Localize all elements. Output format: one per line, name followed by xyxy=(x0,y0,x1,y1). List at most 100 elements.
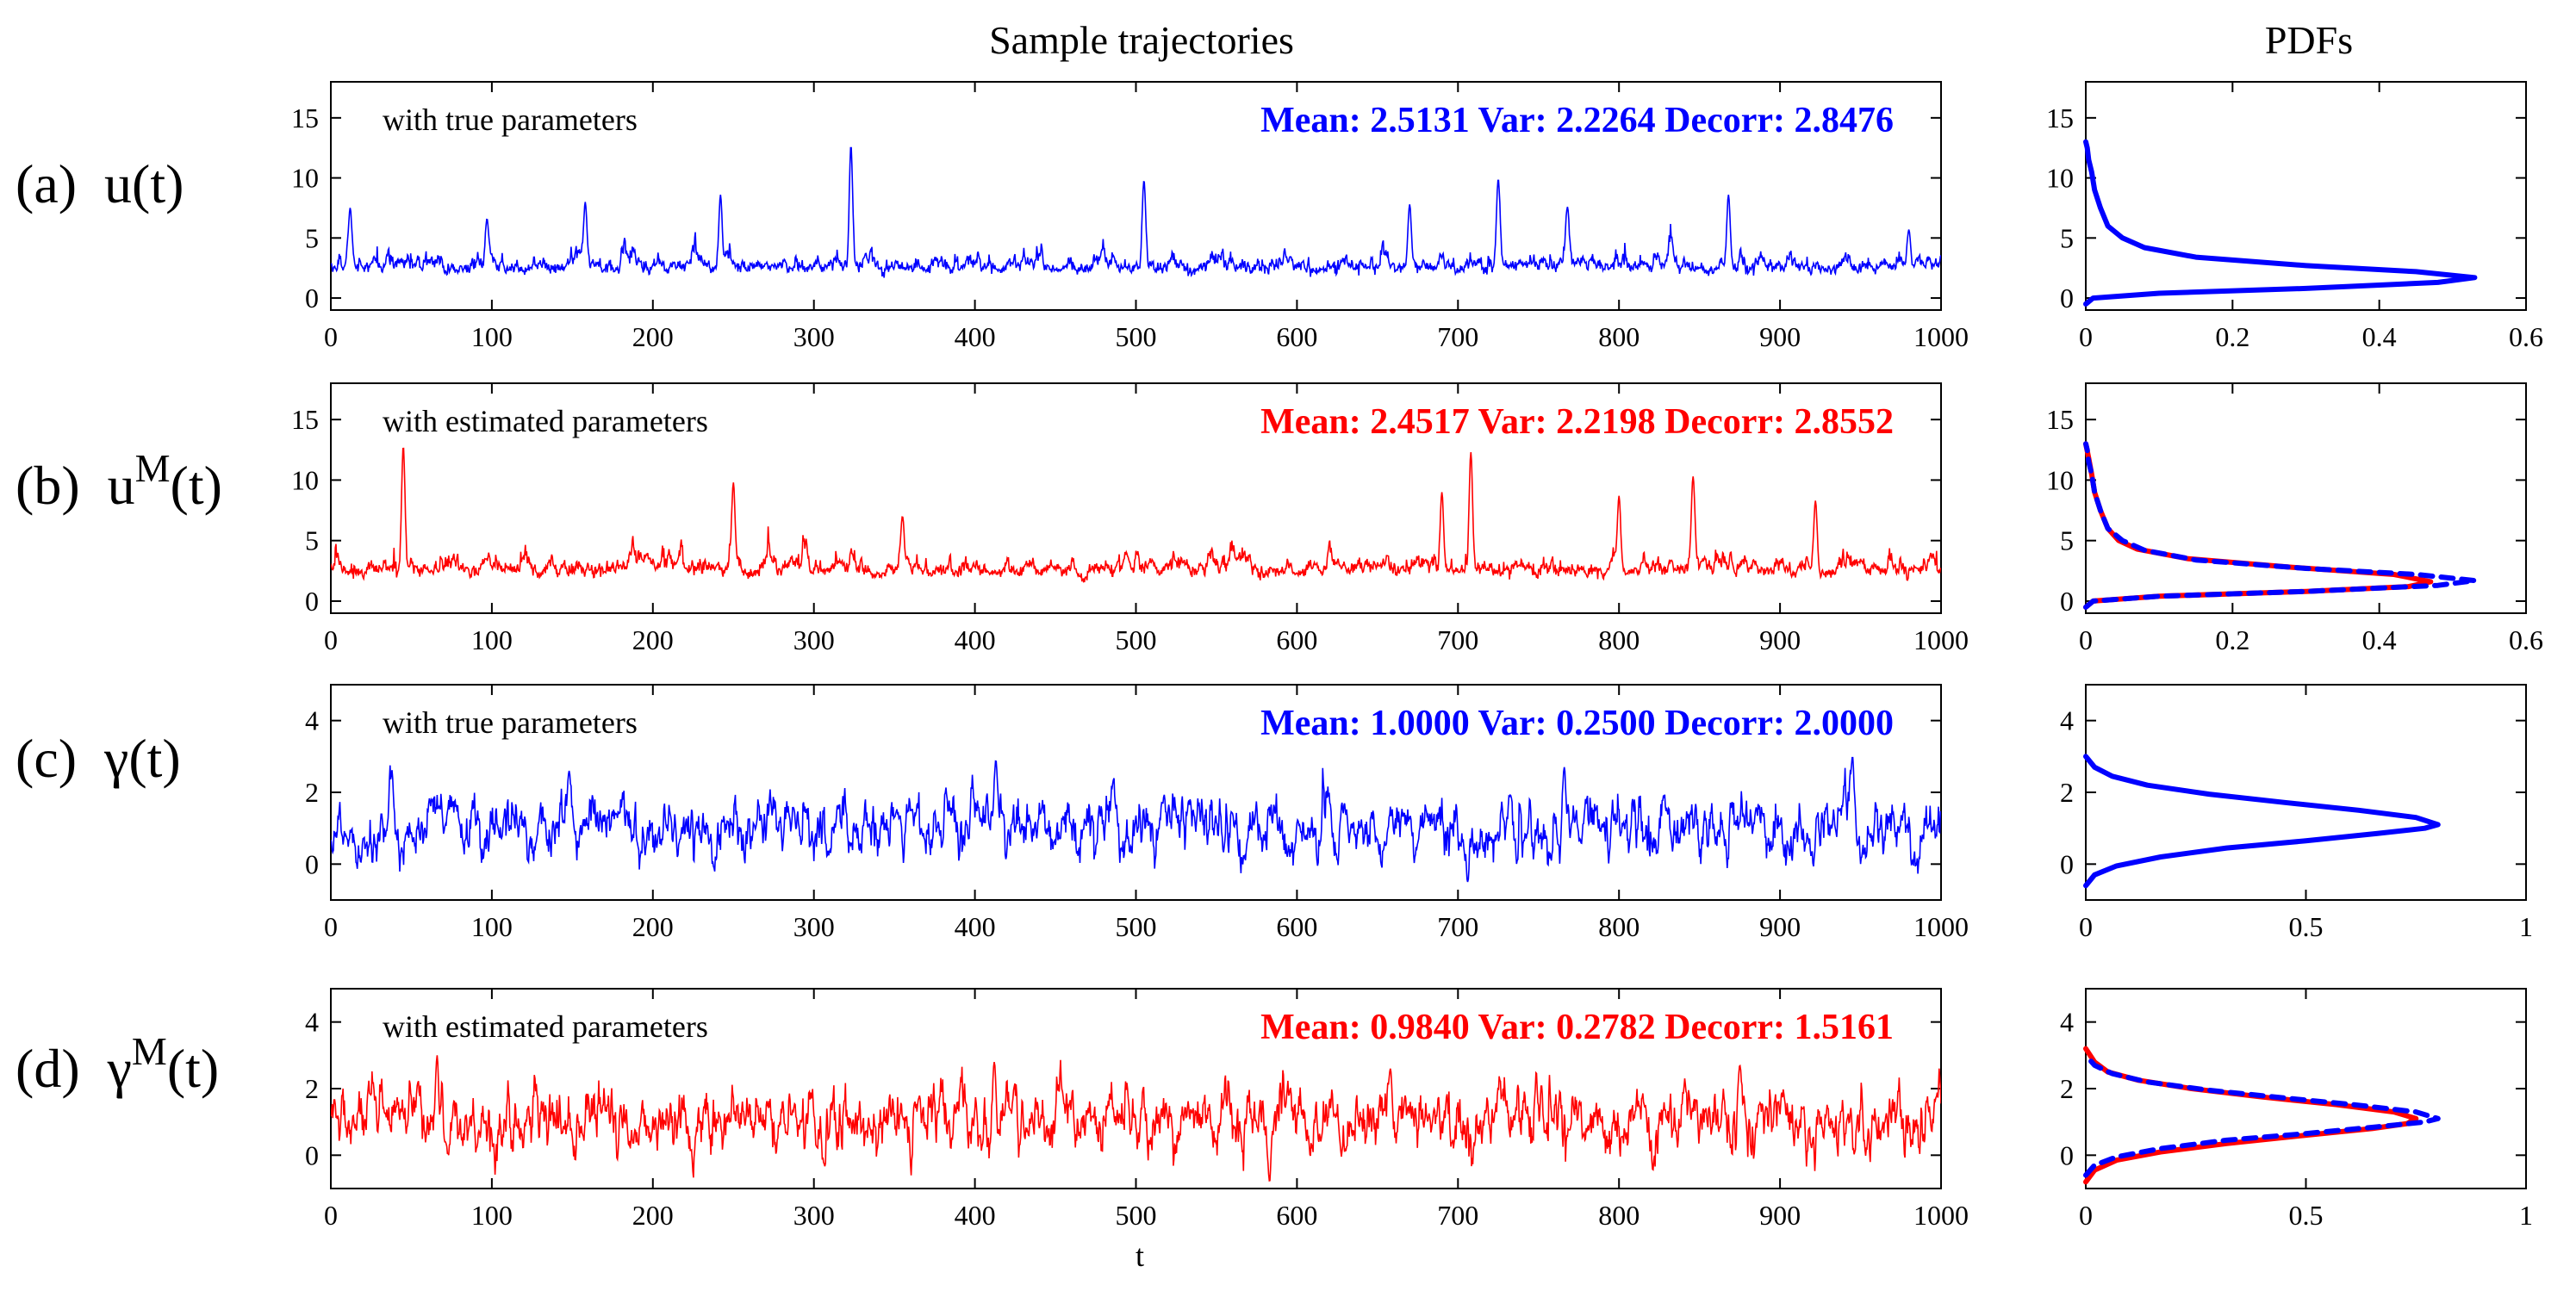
pdf-a-xtick-label: 0 xyxy=(2079,321,2093,352)
trajectory-b-ytick-label: 15 xyxy=(291,404,319,435)
pdf-b-pdf-curve xyxy=(2083,441,2434,610)
trajectory-c-xtick-label: 300 xyxy=(793,911,835,942)
trajectory-d-xtick-label: 500 xyxy=(1116,1200,1157,1231)
trajectory-b-xtick-label: 400 xyxy=(955,624,996,655)
trajectory-c-xtick-label: 800 xyxy=(1598,911,1640,942)
trajectory-c-xtick-label: 500 xyxy=(1116,911,1157,942)
trajectory-c-xtick-label: 0 xyxy=(324,911,338,942)
trajectory-c-xtick-label: 600 xyxy=(1276,911,1317,942)
trajectory-b-ytick-label: 10 xyxy=(291,464,319,495)
row-label-variable: u xyxy=(108,455,135,516)
pdf-a-ytick-label: 10 xyxy=(2046,163,2074,194)
trajectory-c-annotation: with true parameters xyxy=(383,705,638,740)
trajectory-a-ytick-label: 5 xyxy=(305,222,319,253)
pdf-d-axes: 0 0.5 1 0 2 4 xyxy=(2060,988,2533,1231)
trajectory-a-xtick-label: 0 xyxy=(324,321,338,352)
trajectory-a-series-line xyxy=(331,146,1941,278)
trajectory-d-annotation: with estimated parameters xyxy=(383,1009,708,1044)
pdf-a-pdf-curve xyxy=(2083,139,2478,307)
trajectory-b-xtick-label: 0 xyxy=(324,624,338,655)
pdf-c-xtick-label: 1 xyxy=(2519,911,2533,942)
trajectory-a-xtick-label: 800 xyxy=(1598,321,1640,352)
trajectory-b-xtick-label: 500 xyxy=(1116,624,1157,655)
pdf-c-pdf-curve xyxy=(2083,754,2441,889)
trajectory-a-xtick-label: 1000 xyxy=(1913,321,1969,352)
trajectory-a-xtick-label: 500 xyxy=(1116,321,1157,352)
trajectory-d-xtick-label: 0 xyxy=(324,1200,338,1231)
pdf-c-frame xyxy=(2085,684,2527,901)
trajectory-a-axes: 0 100 200 300 400 500 600 700 800 900 1000 0 5 10 15 xyxy=(291,81,1969,352)
trajectory-b-ytick-label: 0 xyxy=(305,586,319,617)
trajectory-d-axes: 0 100 200 300 400 500 600 700 800 900 1000 0 2 4 xyxy=(305,988,1969,1231)
row-label-variable: u xyxy=(104,153,132,214)
trajectory-d-xtick-label: 600 xyxy=(1276,1200,1317,1231)
pdf-a-ytick-label: 0 xyxy=(2060,282,2074,313)
trajectory-b-xtick-label: 900 xyxy=(1759,624,1801,655)
row-label-variable: γ xyxy=(107,1038,132,1099)
trajectory-a-stats: Mean: 2.5131 Var: 2.2264 Decorr: 2.8476 xyxy=(1260,101,1894,140)
trajectory-b-ytick-label: 5 xyxy=(305,525,319,556)
trajectory-d-ytick-label: 0 xyxy=(305,1139,319,1170)
trajectory-b-xtick-label: 700 xyxy=(1437,624,1478,655)
pdf-d-xtick-label: 1 xyxy=(2519,1200,2533,1231)
pdf-b-ytick-label: 0 xyxy=(2060,586,2074,617)
pdf-b-xtick-label: 0.4 xyxy=(2362,624,2397,655)
trajectory-c-axes: 0 100 200 300 400 500 600 700 800 900 1000 0 2 4 xyxy=(305,684,1969,942)
trajectory-d-xtick-label: 100 xyxy=(471,1200,513,1231)
pdf-b-ytick-label: 15 xyxy=(2046,404,2074,435)
trajectory-a-annotation: with true parameters xyxy=(383,102,638,137)
pdf-d-xtick-label: 0.5 xyxy=(2289,1200,2324,1231)
pdf-d-frame xyxy=(2085,988,2527,1189)
pdf-b-xtick-label: 0.2 xyxy=(2215,624,2249,655)
title-sample-trajectories: Sample trajectories xyxy=(989,18,1294,62)
row-label-superscript: M xyxy=(135,446,171,490)
pdf-b-frame xyxy=(2085,382,2527,614)
pdf-a-ytick-label: 15 xyxy=(2046,102,2074,133)
trajectory-c-ytick-label: 2 xyxy=(305,777,319,808)
trajectory-a-xtick-label: 400 xyxy=(955,321,996,352)
row-label-suffix: (t) xyxy=(171,455,222,516)
trajectory-a-xtick-label: 900 xyxy=(1759,321,1801,352)
trajectory-a-ytick-label: 0 xyxy=(305,282,319,313)
trajectory-b-xtick-label: 200 xyxy=(632,624,674,655)
pdf-d-ytick-label: 4 xyxy=(2060,1007,2074,1038)
trajectory-d-ytick-label: 2 xyxy=(305,1073,319,1104)
x-axis-label-t: t xyxy=(1136,1238,1144,1273)
row-label-prefix: (c) xyxy=(16,728,104,789)
row-label-superscript: M xyxy=(132,1029,167,1073)
trajectory-b-series-line xyxy=(331,447,1941,584)
trajectory-d-xtick-label: 800 xyxy=(1598,1200,1640,1231)
row-label-suffix: (t) xyxy=(132,153,184,214)
row-label-suffix: (t) xyxy=(128,728,180,789)
trajectory-c-xtick-label: 900 xyxy=(1759,911,1801,942)
row-label-d: (d) γM(t) xyxy=(16,1029,219,1099)
pdf-b-ytick-label: 5 xyxy=(2060,525,2074,556)
trajectory-b-xtick-label: 1000 xyxy=(1913,624,1969,655)
trajectory-c-ytick-label: 0 xyxy=(305,848,319,879)
trajectory-a-xtick-label: 700 xyxy=(1437,321,1478,352)
pdf-a-frame xyxy=(2085,81,2527,311)
trajectory-c-xtick-label: 1000 xyxy=(1913,911,1969,942)
trajectory-b-annotation: with estimated parameters xyxy=(383,404,708,438)
trajectory-d-xtick-label: 300 xyxy=(793,1200,835,1231)
trajectory-c-xtick-label: 200 xyxy=(632,911,674,942)
pdf-c-xtick-label: 0.5 xyxy=(2289,911,2324,942)
pdf-b-true-pdf-dashed xyxy=(2083,441,2478,610)
trajectory-c-xtick-label: 700 xyxy=(1437,911,1478,942)
trajectory-d-xtick-label: 900 xyxy=(1759,1200,1801,1231)
trajectory-d-xtick-label: 1000 xyxy=(1913,1200,1969,1231)
trajectory-a-xtick-label: 200 xyxy=(632,321,674,352)
trajectory-d-stats: Mean: 0.9840 Var: 0.2782 Decorr: 1.5161 xyxy=(1260,1008,1894,1047)
row-label-prefix: (d) xyxy=(16,1038,108,1099)
trajectory-c-ytick-label: 4 xyxy=(305,705,319,736)
trajectory-d-ytick-label: 4 xyxy=(305,1007,319,1038)
pdf-a-xtick-label: 0.6 xyxy=(2509,321,2543,352)
trajectory-b-xtick-label: 800 xyxy=(1598,624,1640,655)
pdf-c-ytick-label: 4 xyxy=(2060,705,2074,736)
row-label-c: (c) γ(t) xyxy=(16,728,181,789)
trajectory-a-ytick-label: 10 xyxy=(291,163,319,194)
row-label-prefix: (b) xyxy=(16,455,108,516)
pdf-c-ytick-label: 2 xyxy=(2060,777,2074,808)
trajectory-d-series-line xyxy=(331,1055,1941,1182)
pdf-c-xtick-label: 0 xyxy=(2079,911,2093,942)
